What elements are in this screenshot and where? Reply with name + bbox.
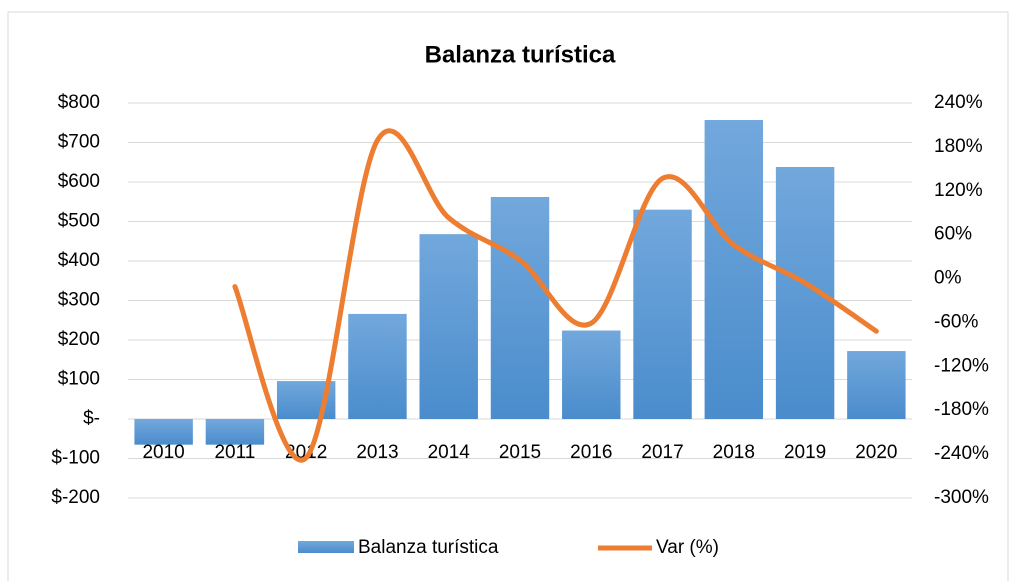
x-tick-label: 2015 — [499, 442, 541, 463]
x-tick-label: 2014 — [428, 442, 471, 463]
x-tick-label: 2018 — [713, 442, 755, 463]
y2-tick-label: -180% — [934, 399, 989, 420]
x-tick-label: 2016 — [570, 442, 612, 463]
x-tick-label: 2011 — [214, 442, 255, 463]
y-tick-label: $700 — [58, 132, 100, 153]
bar — [348, 313, 407, 419]
y2-tick-label: 60% — [934, 224, 972, 245]
y-tick-label: $800 — [58, 92, 100, 113]
y2-tick-label: -60% — [934, 311, 978, 332]
x-tick-label: 2010 — [142, 442, 184, 463]
bar — [633, 209, 692, 419]
y2-tick-label: 180% — [934, 136, 983, 157]
bar — [134, 419, 193, 445]
y2-tick-label: -120% — [934, 355, 989, 376]
y-tick-label: $-200 — [51, 487, 100, 508]
x-tick-label: 2019 — [784, 442, 826, 463]
x-tick-label: 2020 — [855, 442, 897, 463]
bar — [775, 166, 835, 419]
chart-title: Balanza turística — [425, 41, 616, 68]
y-tick-label: $500 — [58, 211, 100, 232]
y2-tick-label: -240% — [934, 443, 989, 464]
bar — [847, 351, 906, 419]
y-tick-label: $100 — [58, 369, 100, 390]
legend-swatch — [298, 541, 354, 553]
y2-tick-label: 0% — [934, 268, 962, 289]
y-tick-label: $200 — [58, 329, 100, 350]
y2-tick-label: 120% — [934, 180, 983, 201]
y-tick-label: $400 — [58, 250, 100, 271]
bar — [419, 234, 478, 419]
y-tick-label: $- — [83, 408, 100, 429]
bar — [704, 119, 764, 420]
y2-tick-label: -300% — [934, 487, 989, 508]
bar — [205, 419, 265, 445]
x-tick-label: 2017 — [641, 442, 683, 463]
bar — [490, 197, 550, 419]
line — [232, 128, 879, 463]
bar — [562, 330, 621, 419]
y-tick-label: $300 — [58, 290, 100, 311]
y-tick-label: $-100 — [51, 448, 100, 469]
y-tick-label: $600 — [58, 171, 100, 192]
legend-label: Var (%) — [656, 537, 719, 558]
legend-label: Balanza turística — [358, 537, 499, 558]
y2-tick-label: 240% — [934, 92, 983, 113]
x-tick-label: 2013 — [356, 442, 398, 463]
